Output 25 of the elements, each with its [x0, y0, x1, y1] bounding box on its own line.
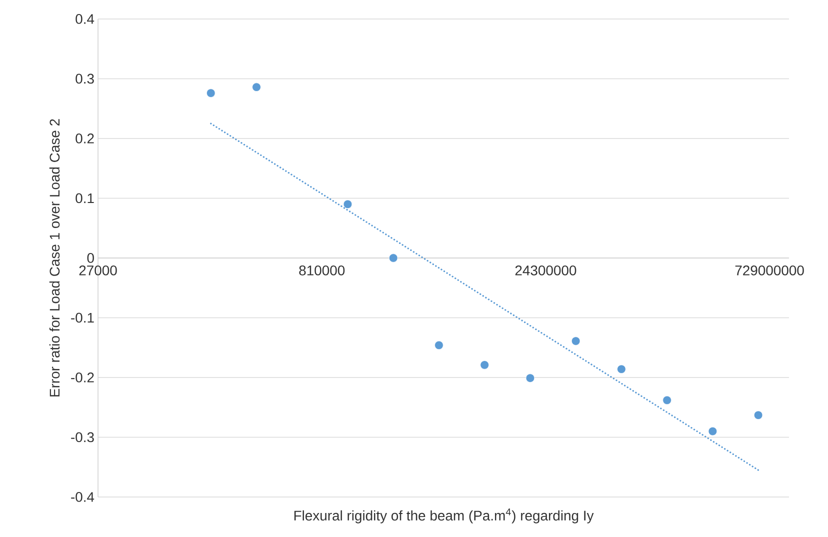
y-axis-title: Error ratio for Load Case 1 over Load Case 2	[49, 119, 60, 396]
point	[662, 396, 672, 405]
point	[571, 336, 580, 346]
point	[343, 200, 352, 209]
x-tick-label: 27000	[79, 265, 117, 276]
x-axis-title: Flexural rigidity of the beam (Pa.m$^{4}$) regarding Iy	[294, 508, 594, 524]
point	[754, 410, 763, 420]
y-tick-label: 0.3	[76, 74, 94, 84]
y-tick-label: 0.2	[76, 134, 94, 144]
y-tick-label: -0.2	[71, 372, 94, 382]
x-tick-label: 24300000	[515, 265, 576, 276]
point	[388, 254, 398, 262]
y-tick-label: 0.1	[76, 193, 94, 204]
point	[480, 360, 489, 370]
point	[708, 426, 718, 436]
point	[526, 374, 535, 382]
y-tick-label: -0.3	[71, 432, 94, 442]
x-tick-label: 729000000	[735, 265, 804, 276]
point	[617, 364, 626, 374]
y-tick-label: 0	[87, 253, 94, 263]
point	[434, 340, 444, 350]
y-tick-label: -0.1	[71, 312, 94, 323]
y-tick-label: -0.4	[71, 492, 94, 502]
x-tick-label: 810000	[299, 265, 345, 276]
y-tick-label: 0.4	[76, 14, 94, 24]
